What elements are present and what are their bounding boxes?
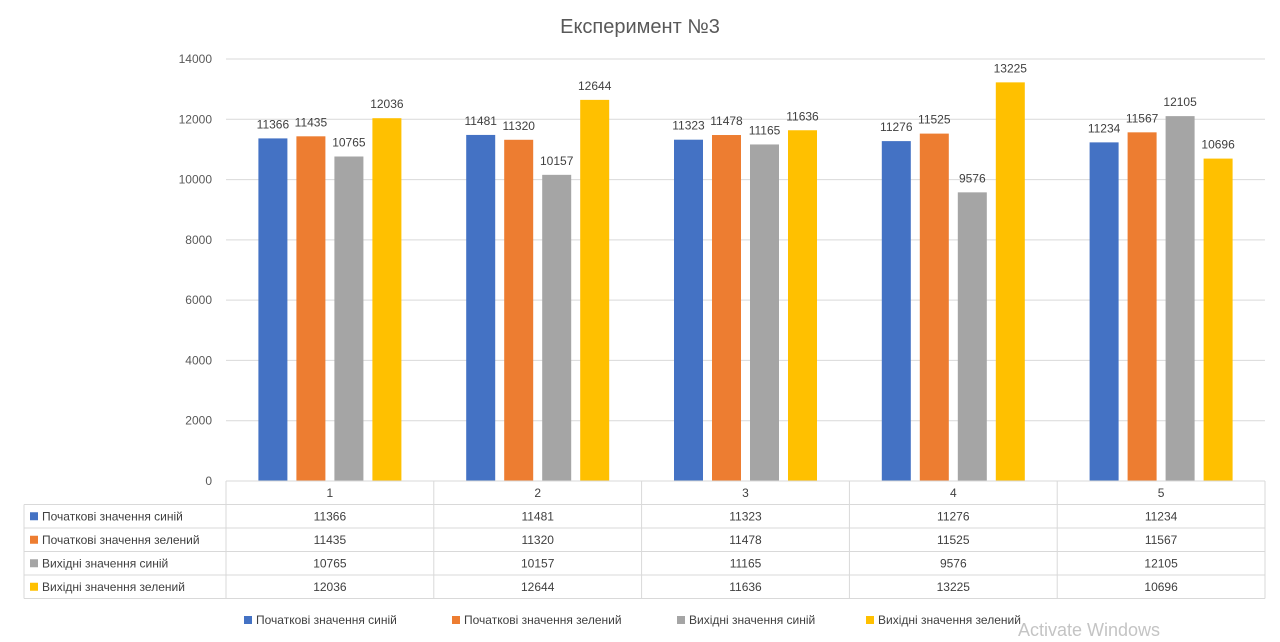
y-tick-label: 14000: [179, 52, 213, 66]
bar: [296, 136, 326, 482]
table-legend-key: [30, 582, 38, 591]
table-cell: 11165: [730, 556, 762, 570]
data-label: 11234: [1088, 121, 1121, 135]
table-row-label: Вихідні значення синій: [42, 556, 168, 570]
data-label: 11323: [672, 119, 705, 133]
table-row-label: Початкові значення синій: [42, 509, 183, 523]
x-tick-label: 3: [742, 486, 749, 500]
table-cell: 12644: [521, 580, 555, 594]
table-legend-key: [30, 535, 38, 544]
x-tick-label: 4: [950, 486, 957, 500]
table-cell: 11481: [521, 509, 554, 523]
data-label: 12036: [370, 97, 404, 111]
table-cell: 13225: [937, 580, 971, 594]
legend-key: [244, 616, 252, 624]
table-cell: 11276: [937, 509, 970, 523]
data-label: 11481: [464, 114, 497, 128]
bar: [995, 82, 1025, 481]
data-label: 13225: [994, 61, 1028, 75]
table-row-label: Початкові значення зелений: [42, 533, 200, 547]
table-cell: 11320: [521, 533, 554, 547]
y-tick-label: 0: [205, 474, 212, 488]
table-cell: 10157: [521, 556, 555, 570]
bar: [1165, 116, 1195, 481]
table-cell: 11323: [729, 509, 762, 523]
bar: [542, 174, 572, 482]
data-label: 11276: [880, 120, 913, 134]
x-tick-label: 1: [327, 486, 334, 500]
data-label: 11366: [257, 117, 290, 131]
bar: [1127, 132, 1157, 481]
legend-label: Вихідні значення зелений: [878, 613, 1021, 627]
data-label: 10157: [540, 154, 574, 168]
bar: [750, 144, 779, 481]
table-row-label: Вихідні значення зелений: [42, 580, 185, 594]
table-cell: 10765: [313, 556, 347, 570]
table-cell: 11366: [314, 509, 347, 523]
data-label: 10765: [332, 136, 366, 150]
table-cell: 11234: [1145, 509, 1178, 523]
table-cell: 11478: [729, 533, 762, 547]
data-label: 11478: [710, 114, 743, 128]
table-cell: 11525: [937, 533, 970, 547]
legend-key: [866, 616, 874, 624]
table-cell: 12036: [313, 580, 347, 594]
legend-label: Вихідні значення синій: [689, 613, 815, 627]
data-label: 10696: [1201, 138, 1235, 152]
table-cell: 11435: [314, 533, 347, 547]
table-cell: 11636: [729, 580, 762, 594]
data-label: 12644: [578, 79, 612, 93]
bar: [674, 139, 703, 481]
table-legend-key: [30, 512, 38, 521]
legend: Початкові значення синій Початкові значен…: [244, 613, 1021, 627]
data-label: 12105: [1163, 95, 1197, 109]
data-label: 11320: [502, 119, 535, 133]
data-table: 1 2 3 4 5 Початкові значення синій 11366 11481 1…: [23, 480, 1266, 599]
data-label: 11525: [918, 113, 951, 127]
y-tick-label: 10000: [179, 173, 213, 187]
bars: 11366 11435 10765 12036 11481 11320 10157 12644…: [257, 61, 1235, 482]
bar: [957, 192, 987, 482]
data-label: 11435: [295, 115, 328, 129]
bar: [258, 138, 288, 481]
y-tick-label: 8000: [185, 233, 212, 247]
data-label: 11636: [786, 109, 819, 123]
legend-key: [452, 616, 460, 624]
activate-windows-watermark: Activate Windows: [1018, 620, 1160, 640]
bar: [712, 135, 741, 482]
legend-key: [677, 616, 685, 624]
bar: [919, 133, 949, 481]
bar: [466, 134, 496, 481]
chart-title: Експеримент №3: [560, 16, 720, 38]
bar: [580, 99, 610, 481]
x-tick-label: 5: [1158, 486, 1165, 500]
table-legend-key: [30, 559, 38, 568]
legend-label: Початкові значення синій: [256, 613, 397, 627]
data-label: 9576: [959, 171, 986, 185]
bar: [881, 141, 911, 482]
y-tick-label: 4000: [185, 353, 212, 367]
bar: [504, 139, 534, 482]
y-tick-label: 6000: [185, 293, 212, 307]
data-label: 11567: [1126, 111, 1159, 125]
table-cell: 9576: [940, 556, 967, 570]
table-cell: 12105: [1144, 556, 1178, 570]
table-cell: 11567: [1145, 533, 1178, 547]
x-tick-label: 2: [534, 486, 541, 500]
bar: [334, 156, 364, 481]
table-cell: 10696: [1144, 580, 1178, 594]
y-tick-label: 12000: [179, 112, 213, 126]
bar: [1203, 158, 1233, 482]
data-label: 11165: [749, 123, 781, 137]
bar: [372, 118, 402, 482]
legend-label: Початкові значення зелений: [464, 613, 622, 627]
y-tick-label: 2000: [185, 414, 212, 428]
bar: [788, 130, 817, 481]
bar: [1089, 142, 1119, 482]
